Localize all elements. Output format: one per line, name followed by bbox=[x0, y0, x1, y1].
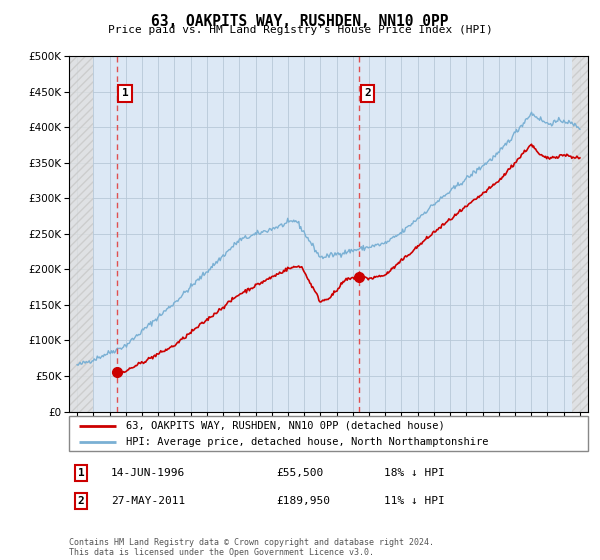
Text: 18% ↓ HPI: 18% ↓ HPI bbox=[384, 468, 445, 478]
Bar bbox=[69, 56, 94, 412]
Text: 14-JUN-1996: 14-JUN-1996 bbox=[111, 468, 185, 478]
Text: 2: 2 bbox=[77, 496, 85, 506]
Text: 27-MAY-2011: 27-MAY-2011 bbox=[111, 496, 185, 506]
Text: Contains HM Land Registry data © Crown copyright and database right 2024.
This d: Contains HM Land Registry data © Crown c… bbox=[69, 538, 434, 557]
Text: 1: 1 bbox=[77, 468, 85, 478]
Text: HPI: Average price, detached house, North Northamptonshire: HPI: Average price, detached house, Nort… bbox=[126, 437, 488, 447]
Text: £55,500: £55,500 bbox=[276, 468, 323, 478]
Text: 1: 1 bbox=[122, 88, 128, 99]
Text: Price paid vs. HM Land Registry's House Price Index (HPI): Price paid vs. HM Land Registry's House … bbox=[107, 25, 493, 35]
Text: £189,950: £189,950 bbox=[276, 496, 330, 506]
Text: 2: 2 bbox=[364, 88, 371, 99]
Text: 11% ↓ HPI: 11% ↓ HPI bbox=[384, 496, 445, 506]
Text: 63, OAKPITS WAY, RUSHDEN, NN10 0PP: 63, OAKPITS WAY, RUSHDEN, NN10 0PP bbox=[151, 14, 449, 29]
Text: 63, OAKPITS WAY, RUSHDEN, NN10 0PP (detached house): 63, OAKPITS WAY, RUSHDEN, NN10 0PP (deta… bbox=[126, 421, 445, 431]
Bar bbox=[572, 56, 588, 412]
FancyBboxPatch shape bbox=[69, 416, 588, 451]
